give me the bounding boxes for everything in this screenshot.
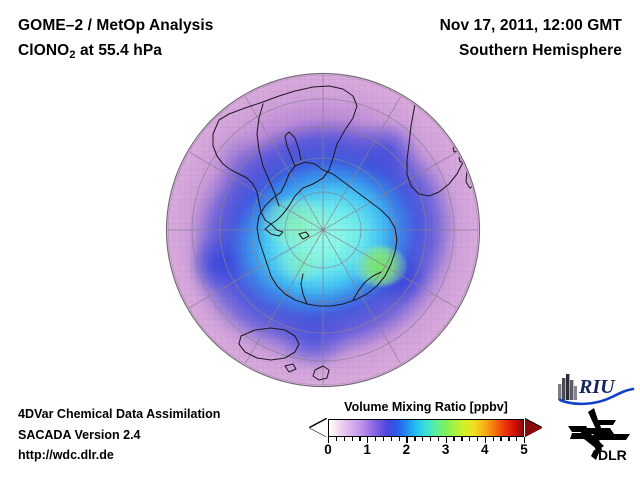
colorbar-tick-label: 3 (441, 442, 450, 457)
species-name: ClONO (18, 42, 70, 59)
colorbar-gradient (329, 420, 523, 436)
dlr-wordmark: DLR (598, 447, 627, 462)
riu-wordmark: RIU (578, 376, 616, 398)
colorbar-underflow-arrow (310, 419, 327, 437)
colorbar-minor-tick (516, 437, 518, 441)
colorbar-minor-tick (476, 437, 479, 441)
colorbar-major-tick (328, 437, 330, 443)
globe-map (167, 74, 479, 386)
colorbar-minor-tick (398, 437, 400, 441)
colorbar-minor-tick (414, 437, 416, 441)
species-pressure: at 55.4 hPa (75, 42, 163, 59)
colorbar-minor-tick (508, 437, 510, 441)
globe-disc (167, 74, 479, 386)
colorbar-minor-tick (461, 437, 463, 441)
colorbar-major-tick (484, 437, 487, 443)
riu-logo: RIU (558, 374, 635, 406)
colorbar-tick-labels: 0 1 2 3 4 5 (310, 442, 542, 462)
header: GOME–2 / MetOp Analysis ClONO2 at 55.4 h… (0, 0, 640, 74)
footer-line-3: http://wdc.dlr.de (18, 448, 114, 462)
instrument-title: GOME–2 / MetOp Analysis (18, 17, 214, 34)
colorbar-minor-tick (422, 437, 424, 441)
colorbar-minor-tick (429, 437, 432, 441)
species-title: ClONO2 at 55.4 hPa (18, 38, 214, 68)
footer-line-2: SACADA Version 2.4 (18, 427, 141, 442)
colorbar-minor-tick (351, 437, 353, 441)
colorbar-minor-tick (382, 437, 385, 441)
riu-tower-mark (558, 374, 577, 400)
colorbar-row (310, 419, 542, 443)
colorbar-minor-tick (335, 437, 338, 441)
colorbar-minor-tick (453, 437, 455, 441)
globe-limb-shading (167, 74, 479, 386)
colorbar-gradient-box (328, 419, 524, 437)
hemisphere-label: Southern Hemisphere (459, 42, 622, 59)
colorbar-tick-label: 4 (481, 442, 489, 457)
colorbar-minor-tick (437, 437, 440, 441)
colorbar-minor-tick (492, 437, 494, 441)
colorbar-tick-label: 1 (363, 442, 371, 457)
colorbar-minor-tick (390, 437, 393, 441)
colorbar-major-tick (406, 437, 408, 443)
riu-wave-icon (558, 387, 635, 406)
species-subscript: 2 (69, 49, 76, 61)
colorbar-tick-label: 0 (324, 442, 332, 457)
colorbar-major-tick (524, 437, 526, 443)
colorbar-tick-label: 5 (520, 442, 528, 457)
header-right: Nov 17, 2011, 12:00 GMT Southern Hemisph… (440, 13, 622, 63)
colorbar-minor-tick (375, 437, 377, 441)
colorbar-minor-tick (359, 437, 361, 441)
colorbar: Volume Mixing Ratio [ppbv] 0 1 2 3 4 5 (310, 400, 542, 462)
dlr-logo: DLR (568, 408, 630, 462)
colorbar-minor-tick (469, 437, 471, 441)
colorbar-ticks (328, 437, 526, 443)
colorbar-major-tick (445, 437, 447, 443)
dlr-mark-icon (568, 408, 630, 460)
footer-text: 4DVar Chemical Data Assimilation SACADA … (18, 404, 220, 466)
footer-line-1: 4DVar Chemical Data Assimilation (18, 407, 221, 421)
header-left: GOME–2 / MetOp Analysis ClONO2 at 55.4 h… (18, 13, 214, 68)
colorbar-tick-label: 2 (402, 442, 411, 457)
date-label: Nov 17, 2011, 12:00 GMT (439, 17, 622, 34)
colorbar-minor-tick (500, 437, 502, 441)
colorbar-title: Volume Mixing Ratio [ppbv] (344, 400, 508, 414)
colorbar-minor-tick (343, 437, 345, 441)
colorbar-overflow-arrow (525, 419, 542, 437)
colorbar-major-tick (367, 437, 369, 443)
